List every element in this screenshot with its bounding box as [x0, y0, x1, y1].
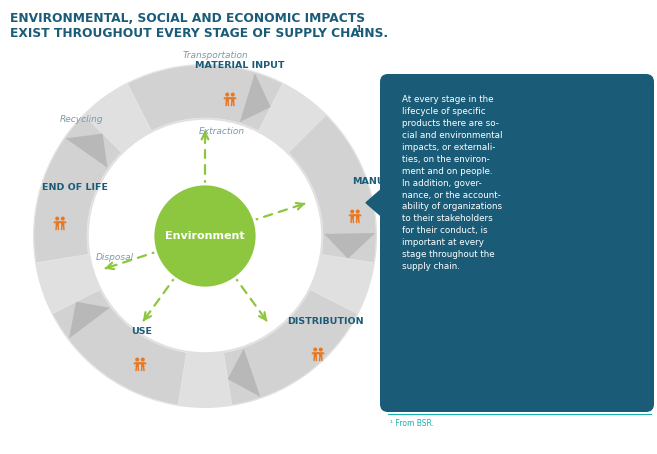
Circle shape [153, 184, 257, 288]
Circle shape [355, 210, 360, 213]
Polygon shape [66, 133, 107, 168]
Polygon shape [135, 362, 139, 367]
Text: Extraction: Extraction [199, 128, 245, 137]
Circle shape [60, 217, 65, 221]
Polygon shape [355, 214, 360, 219]
Polygon shape [141, 362, 145, 367]
Circle shape [225, 93, 229, 97]
Text: ENVIRONMENTAL, SOCIAL AND ECONOMIC IMPACTS: ENVIRONMENTAL, SOCIAL AND ECONOMIC IMPAC… [10, 12, 365, 25]
Wedge shape [288, 115, 376, 263]
Wedge shape [127, 65, 283, 131]
Text: ¹ From BSR.: ¹ From BSR. [390, 419, 434, 429]
Text: Environment: Environment [165, 231, 245, 241]
Text: Disposal: Disposal [96, 253, 134, 262]
Polygon shape [227, 349, 260, 397]
Polygon shape [350, 214, 354, 219]
Text: DISTRIBUTION: DISTRIBUTION [286, 317, 363, 326]
Circle shape [141, 358, 145, 361]
Circle shape [33, 64, 377, 408]
Wedge shape [53, 290, 187, 405]
Polygon shape [324, 233, 375, 259]
Polygon shape [240, 73, 271, 122]
Polygon shape [60, 221, 65, 226]
Text: MATERIAL INPUT: MATERIAL INPUT [195, 61, 284, 70]
Text: EXIST THROUGHOUT EVERY STAGE OF SUPPLY CHAINS.: EXIST THROUGHOUT EVERY STAGE OF SUPPLY C… [10, 27, 388, 40]
Polygon shape [319, 352, 323, 357]
Text: MANUFACTURING: MANUFACTURING [352, 177, 445, 186]
Wedge shape [34, 115, 122, 263]
Wedge shape [223, 290, 357, 405]
Circle shape [319, 348, 323, 351]
Polygon shape [225, 97, 229, 102]
Polygon shape [231, 97, 235, 102]
Circle shape [350, 210, 354, 213]
Polygon shape [366, 183, 389, 223]
FancyBboxPatch shape [380, 74, 654, 412]
Polygon shape [313, 352, 317, 357]
Text: At every stage in the
lifecycle of specific
products there are so-
cial and envi: At every stage in the lifecycle of speci… [402, 95, 503, 271]
Circle shape [135, 358, 139, 361]
Text: END OF LIFE: END OF LIFE [42, 183, 108, 192]
Circle shape [55, 217, 59, 221]
Circle shape [231, 93, 235, 97]
Text: USE: USE [131, 327, 152, 336]
Circle shape [313, 348, 317, 351]
Text: Transportation: Transportation [182, 51, 248, 60]
Text: Recycling: Recycling [60, 115, 104, 124]
Text: 1: 1 [355, 25, 361, 34]
Polygon shape [69, 302, 110, 339]
Polygon shape [55, 221, 59, 226]
Circle shape [89, 120, 321, 352]
